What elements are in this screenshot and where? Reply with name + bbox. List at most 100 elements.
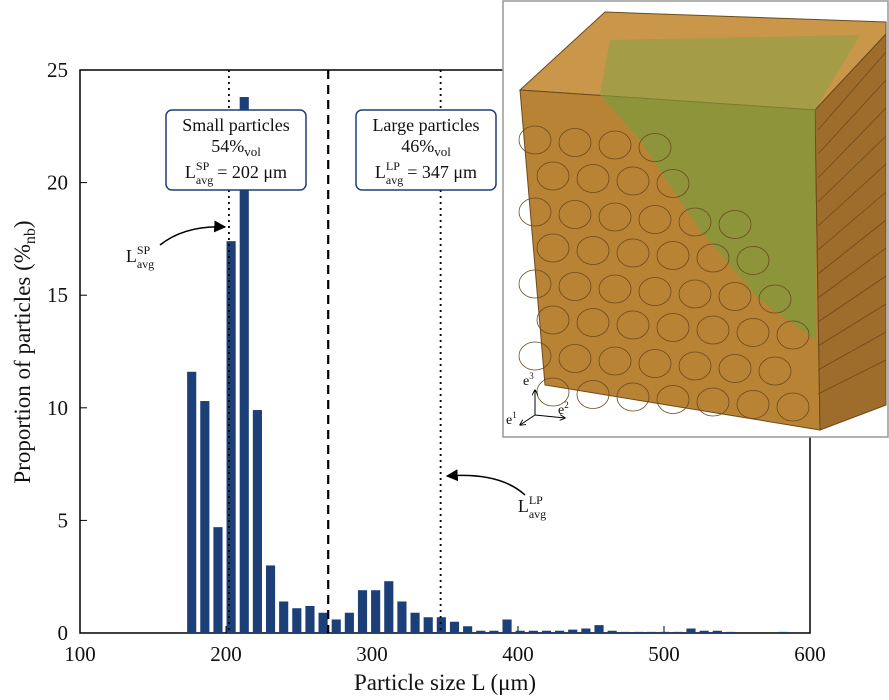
bar (581, 628, 591, 633)
grain-edge (817, 359, 887, 395)
bar (660, 631, 670, 633)
y-tick-label: 0 (58, 621, 69, 645)
grain (558, 128, 592, 157)
grain-edge (817, 51, 887, 131)
group-name: Large particles (372, 115, 479, 135)
bar (384, 581, 394, 633)
bar (476, 630, 486, 633)
cube-transparent-region (600, 95, 816, 340)
group-average-part: avg (196, 173, 213, 187)
bar (252, 410, 262, 633)
grain (616, 238, 650, 268)
group-average: LLP avg = 347 μm (375, 159, 477, 187)
bar (686, 628, 696, 633)
grain (678, 279, 712, 309)
grain (598, 202, 632, 232)
bar (292, 608, 302, 633)
bar (607, 630, 617, 633)
annotation-box (165, 109, 307, 191)
grain (598, 274, 632, 304)
bar (778, 631, 788, 633)
average-symbol-part: L (518, 496, 529, 516)
y-tick-label: 5 (58, 508, 69, 532)
y-axis-label-part: ) (10, 220, 35, 228)
x-tick-label: 200 (210, 642, 242, 666)
x-tick-label: 500 (648, 642, 680, 666)
bar (397, 601, 407, 633)
bar (357, 590, 368, 633)
grain (536, 233, 570, 263)
grain-edge (817, 79, 887, 155)
bar (344, 612, 354, 633)
bar (265, 565, 276, 633)
bar (449, 621, 460, 633)
x-axis-label: Particle size L (μm) (354, 670, 536, 695)
grain (678, 351, 712, 381)
group-share-part: vol (434, 144, 451, 159)
grain (518, 197, 552, 227)
bar (515, 630, 525, 633)
grain (736, 390, 770, 419)
grain (638, 205, 672, 234)
inset-axis-label-part: e (506, 413, 512, 428)
group-average-part: avg (386, 173, 403, 187)
grain-texture (518, 51, 887, 422)
inset-image (502, 0, 889, 438)
grain (736, 246, 770, 275)
grain (616, 310, 650, 340)
annotation-arrow (159, 220, 227, 246)
inset-axis-label-part: 3 (529, 371, 534, 381)
grain (776, 392, 810, 422)
grain (638, 349, 672, 378)
grain-edge (817, 219, 887, 275)
bar (463, 626, 473, 633)
bar (279, 601, 289, 633)
group-share-part: 54% (211, 136, 244, 156)
grain (678, 207, 712, 237)
inset-axis-label-part: e (558, 403, 564, 418)
inset-axis-label-part: e (523, 374, 529, 389)
grain (558, 200, 592, 229)
y-tick-label: 20 (47, 171, 68, 195)
bar (594, 625, 604, 633)
bar (647, 631, 657, 633)
group-average-part: L (185, 162, 196, 182)
grain (558, 344, 592, 373)
grain (776, 320, 810, 350)
bar (331, 619, 341, 633)
grain (598, 130, 632, 160)
grain (576, 380, 610, 409)
bar (423, 617, 433, 633)
grain (598, 346, 632, 376)
y-tick-label: 10 (47, 396, 68, 420)
bar (568, 629, 578, 633)
group-average: LSP avg = 202 μm (185, 159, 287, 187)
grain (536, 161, 570, 191)
bar (187, 371, 197, 633)
grain (718, 354, 752, 383)
group-share-part: 46% (401, 136, 434, 156)
cube-transparent-top (600, 35, 860, 110)
grain (696, 243, 730, 273)
bar (436, 617, 446, 633)
grain (558, 272, 592, 301)
average-symbol: LSP avg (126, 243, 154, 271)
grain-edge (817, 275, 887, 323)
bar (541, 630, 552, 633)
bar (371, 590, 381, 633)
grain (656, 313, 690, 342)
grain-edge (817, 107, 887, 179)
axis-arrow (534, 415, 565, 418)
bar (410, 612, 420, 633)
bar (725, 631, 735, 633)
average-symbol-part: SP (137, 243, 151, 257)
grain (616, 166, 650, 196)
grain-edge (817, 163, 887, 227)
bar (673, 631, 683, 633)
x-tick-label: 600 (794, 642, 826, 666)
y-axis-label-part: nb (22, 228, 39, 244)
y-tick-label: 25 (47, 58, 68, 82)
inset-axis-label-part: 2 (564, 400, 569, 410)
group-share-part: vol (244, 144, 261, 159)
